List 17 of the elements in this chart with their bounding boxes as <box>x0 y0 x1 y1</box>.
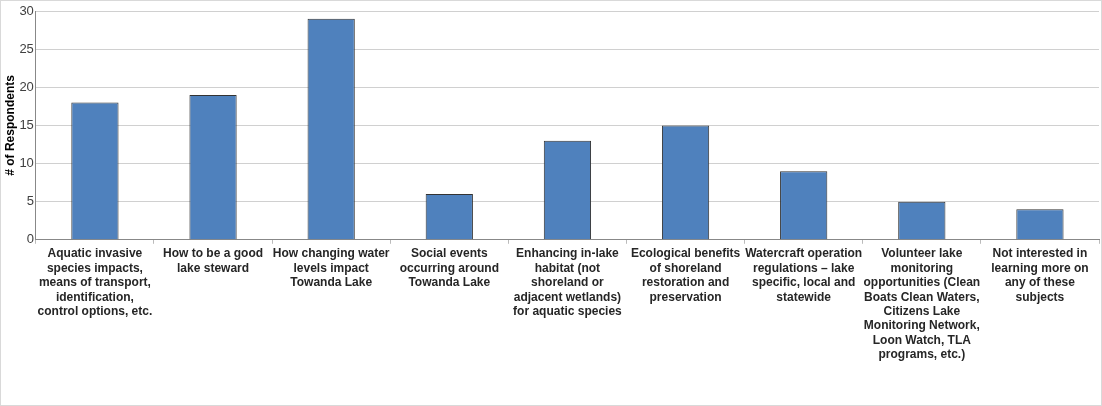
x-tick-label: Volunteer lake monitoring opportunities (Clean Boats Clean Waters, Citizens Lake Monitoring Network, Loon Watch, TLA programs, etc.) <box>863 246 981 362</box>
y-tick-label: 10 <box>19 155 34 171</box>
x-tick-label: Ecological benefits of shoreland restoration and preservation <box>630 246 741 304</box>
x-tick-label: Social events occurring around Towanda Lake <box>399 246 499 290</box>
y-axis-title: # of Respondents <box>2 74 17 176</box>
y-tick-label: 15 <box>19 116 34 132</box>
y-tick-label: 30 <box>19 2 34 18</box>
y-tick-label: 25 <box>19 40 34 56</box>
y-tick-label: 20 <box>19 78 34 94</box>
x-tick-label: Enhancing in-lake habitat (not shoreland or adjacent wetlands) for aquatic species <box>513 246 623 318</box>
x-tick-label: Watercraft operation regulations – lake specific, local and statewide <box>745 246 863 304</box>
x-tick-label: Aquatic invasive species impacts, means of transport, identification, control options, etc. <box>37 246 153 318</box>
x-tick-label: How to be a good lake steward <box>163 246 264 275</box>
x-tick-label: Not interested in learning more on any of these subjects <box>991 246 1089 304</box>
x-tick-label: How changing water levels impact Towanda Lake <box>272 246 390 290</box>
y-tick-label: 0 <box>26 231 34 247</box>
y-tick-label: 5 <box>26 193 34 209</box>
